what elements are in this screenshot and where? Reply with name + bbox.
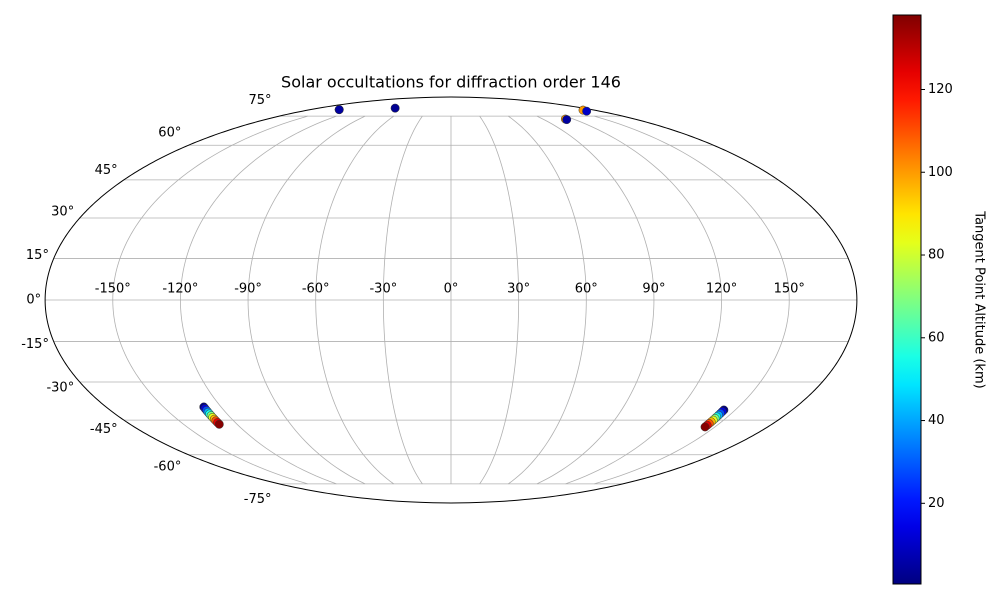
grid-line — [565, 115, 722, 485]
chart-title: Solar occultations for diffraction order… — [281, 73, 621, 92]
data-point — [390, 103, 400, 113]
y-tick-label: -15° — [21, 337, 49, 352]
y-tick-label: -60° — [154, 460, 182, 475]
colorbar-tick-label: 60 — [928, 330, 945, 345]
colorbar-tick-label: 120 — [928, 82, 953, 97]
map-boundary — [44, 96, 858, 504]
data-point — [214, 419, 224, 429]
colorbar-tick-label: 20 — [928, 496, 945, 511]
x-tick-label: -90° — [234, 282, 262, 297]
data-point — [562, 115, 572, 125]
y-tick-label: -45° — [90, 422, 118, 437]
x-tick-label: 120° — [706, 282, 737, 297]
y-tick-label: -75° — [244, 492, 272, 507]
x-tick-label: 90° — [642, 282, 665, 297]
grid-line — [112, 115, 308, 485]
x-tick-label: 0° — [444, 282, 459, 297]
data-point — [700, 422, 710, 432]
x-tick-label: 60° — [575, 282, 598, 297]
colorbar-label: Tangent Point Altitude (km) — [972, 210, 987, 388]
grid-line — [180, 115, 337, 485]
y-tick-label: 60° — [158, 125, 181, 140]
x-tick-label: -30° — [369, 282, 397, 297]
grid-line — [315, 115, 394, 485]
x-tick-label: 150° — [774, 282, 805, 297]
grid-line — [508, 115, 587, 485]
grid-line — [382, 115, 423, 485]
y-tick-label: 30° — [51, 204, 74, 219]
grid-line — [247, 115, 366, 485]
x-tick-label: 30° — [507, 282, 530, 297]
x-tick-label: -150° — [95, 282, 131, 297]
colorbar — [892, 14, 922, 585]
colorbar-tick-label: 40 — [928, 413, 945, 428]
grid-line — [479, 115, 520, 485]
x-tick-label: -60° — [302, 282, 330, 297]
grid-line — [536, 115, 655, 485]
colorbar-tick-label: 100 — [928, 165, 953, 180]
y-tick-label: 0° — [26, 293, 41, 308]
colorbar-tick-label: 80 — [928, 248, 945, 263]
y-tick-label: 45° — [95, 163, 118, 178]
grid-line — [594, 115, 790, 485]
y-tick-label: 15° — [26, 248, 49, 263]
y-tick-label: -30° — [46, 381, 74, 396]
x-tick-label: -120° — [162, 282, 198, 297]
data-point — [334, 105, 344, 115]
data-point — [582, 106, 592, 116]
y-tick-label: 75° — [248, 93, 271, 108]
